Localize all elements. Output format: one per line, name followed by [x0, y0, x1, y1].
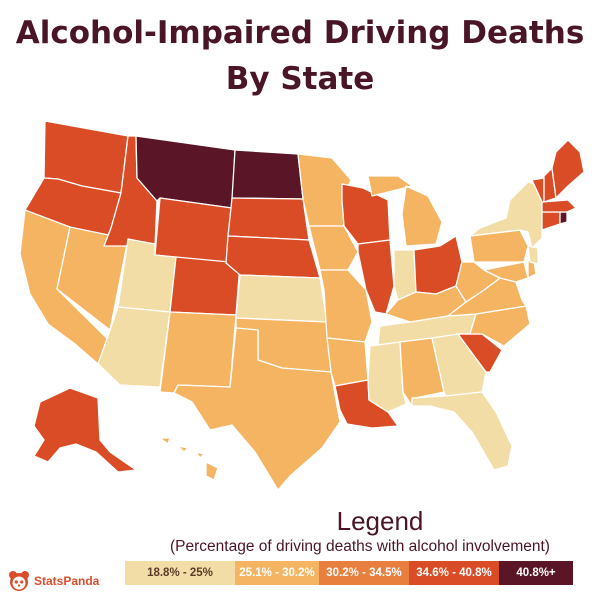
state-wyoming	[154, 197, 233, 264]
legend-item-2: 25.1% - 30.2%	[235, 561, 319, 585]
state-south-dakota	[227, 197, 310, 241]
state-new-york	[469, 181, 543, 249]
legend-title: Legend	[336, 506, 424, 536]
legend-subtitle: (Percentage of driving deaths with alcoh…	[170, 538, 550, 555]
state-new-mexico	[159, 311, 237, 394]
state-texas	[173, 327, 341, 491]
state-florida	[411, 391, 513, 471]
state-maryland	[483, 261, 529, 283]
map-title-line-1: Alcohol-Impaired Driving Deaths	[15, 15, 585, 51]
map-title: Alcohol-Impaired Driving Deaths By State	[0, 10, 600, 102]
state-massachusetts	[541, 199, 577, 213]
legend-item-1: 18.8% - 25%	[125, 561, 235, 585]
state-arkansas	[326, 337, 369, 387]
legend-bar: 18.8% - 25% 25.1% - 30.2% 30.2% - 34.5% …	[125, 561, 573, 585]
state-indiana	[393, 249, 417, 301]
state-illinois	[357, 239, 395, 315]
state-maine	[551, 139, 585, 199]
state-michigan	[367, 175, 443, 247]
legend-item-4: 34.6% - 40.8%	[409, 561, 499, 585]
state-rhode-island	[559, 211, 568, 225]
state-alaska	[33, 387, 137, 473]
state-north-dakota	[231, 149, 304, 200]
brand-name: StatsPanda	[34, 574, 100, 588]
state-hawaii	[159, 437, 219, 481]
state-nebraska	[225, 235, 321, 279]
state-connecticut	[541, 211, 561, 231]
state-new-jersey	[527, 245, 539, 265]
brand-logo: StatsPanda	[8, 568, 99, 594]
state-iowa	[308, 225, 359, 271]
legend-item-5: 40.8%+	[499, 561, 573, 585]
state-kansas	[235, 274, 328, 323]
state-missouri	[319, 269, 373, 343]
legend-item-3: 30.2% - 34.5%	[319, 561, 409, 585]
panda-icon	[9, 571, 29, 591]
map-title-line-2: By State	[225, 61, 375, 97]
